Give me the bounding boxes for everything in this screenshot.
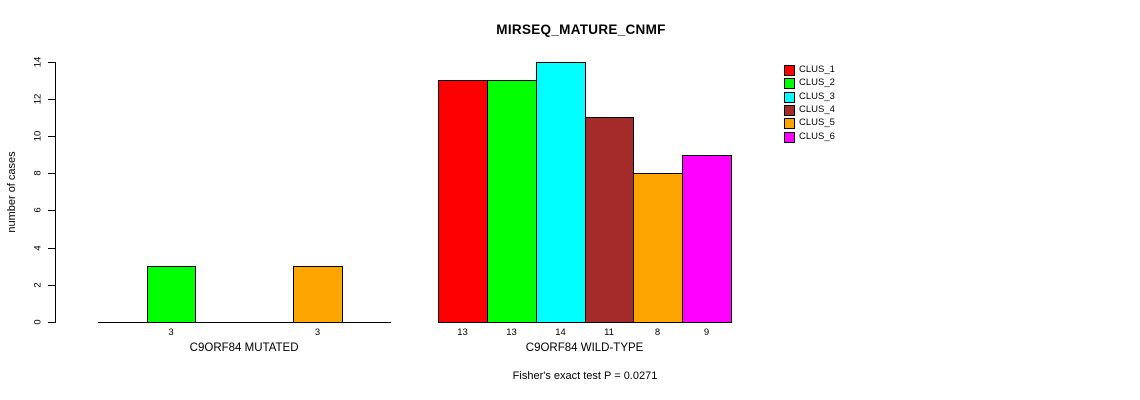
bar-CLUS_6: [682, 155, 732, 323]
y-tick-label: 4: [32, 245, 44, 251]
y-tick-mark: [48, 136, 55, 137]
bar-CLUS_2: [487, 80, 537, 323]
y-tick-mark: [48, 210, 55, 211]
y-tick-mark: [48, 173, 55, 174]
y-tick-label: 10: [32, 130, 44, 142]
legend-item-label: CLUS_2: [799, 77, 835, 89]
bar-CLUS_4: [585, 117, 634, 323]
y-tick-mark: [48, 99, 55, 100]
legend-swatch-CLUS_2: [784, 78, 795, 90]
y-tick-mark: [48, 248, 55, 249]
y-axis-line: [55, 62, 56, 323]
bar-CLUS_5: [633, 173, 683, 323]
x-axis-line: [98, 322, 391, 323]
bar-CLUS_3: [536, 62, 586, 323]
legend-item-label: CLUS_1: [799, 64, 835, 75]
y-tick-label: 2: [32, 282, 44, 288]
chart-title: MIRSEQ_MATURE_CNMF: [496, 22, 666, 37]
y-tick-label: 8: [32, 170, 44, 176]
legend-item-label: CLUS_3: [799, 90, 835, 102]
bar-value-label: 13: [457, 327, 468, 338]
bar-value-label: 3: [168, 327, 174, 338]
bar-CLUS_2: [147, 266, 196, 323]
bar-value-label: 11: [604, 327, 614, 338]
group-label: C9ORF84 WILD-TYPE: [525, 342, 644, 354]
legend-swatch-CLUS_4: [784, 104, 795, 116]
y-tick-label: 12: [32, 93, 44, 105]
y-tick-label: 6: [32, 207, 44, 213]
y-axis-label: number of cases: [6, 151, 18, 233]
bar-value-label: 8: [654, 327, 661, 338]
y-tick-mark: [48, 285, 55, 286]
legend-swatch-CLUS_1: [784, 65, 795, 76]
y-tick-label: 0: [32, 319, 44, 325]
y-tick-mark: [48, 62, 55, 63]
y-tick-label: 14: [32, 56, 44, 68]
bar-CLUS_1: [438, 80, 488, 323]
legend-swatch-CLUS_6: [784, 131, 795, 143]
legend-item-label: CLUS_6: [799, 130, 835, 142]
bar-value-label: 3: [314, 327, 321, 338]
bar-CLUS_5: [293, 266, 343, 323]
bar-value-label: 14: [555, 327, 566, 338]
legend-item-label: CLUS_4: [799, 103, 835, 115]
legend-swatch-CLUS_3: [784, 91, 795, 103]
legend-swatch-CLUS_5: [784, 118, 795, 130]
bar-value-label: 9: [703, 327, 710, 338]
legend-item-label: CLUS_5: [799, 117, 835, 129]
fisher-test-note: Fisher's exact test P = 0.0271: [512, 370, 658, 382]
bar-value-label: 13: [506, 327, 517, 338]
y-tick-mark: [48, 322, 55, 323]
group-label: C9ORF84 MUTATED: [189, 342, 299, 354]
